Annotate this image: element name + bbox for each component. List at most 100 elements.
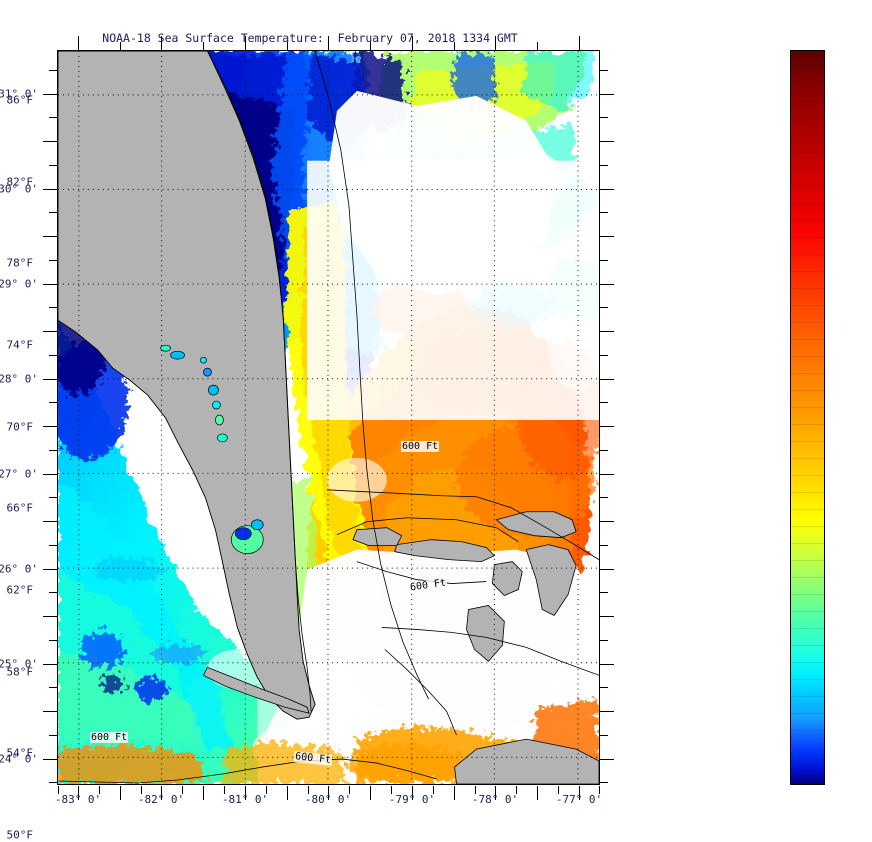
lon-label: -81° 0'	[221, 793, 269, 806]
longitude-axis: -83° 0' -82° 0' -81° 0' -80° 0' -79° 0' …	[54, 786, 603, 806]
lon-tick-major-top	[579, 36, 580, 50]
lon-tick-minor-top	[120, 42, 121, 50]
lat-tick-minor	[49, 687, 57, 688]
lat-tick-major-right	[600, 94, 614, 95]
lat-tick-minor-right	[600, 307, 608, 308]
lat-label: 27° 0'	[0, 467, 38, 481]
lon-tick-minor-top	[537, 42, 538, 50]
lon-tick-minor	[433, 786, 434, 794]
lon-tick-minor	[266, 786, 267, 794]
lat-tick-major	[43, 379, 57, 380]
lat-tick-half	[43, 236, 57, 237]
map-plot-area[interactable]: 600 Ft 600 Ft 600 Ft 600 Ft	[57, 50, 600, 785]
lon-tick-major-top	[412, 36, 413, 50]
lat-tick-minor-right	[600, 355, 608, 356]
lat-tick-minor	[49, 640, 57, 641]
lon-tick-major-top	[78, 36, 79, 50]
cb-label-f: 66°F	[6, 501, 34, 515]
lon-tick-minor	[58, 786, 59, 794]
lat-tick-minor	[49, 782, 57, 783]
lat-tick-major-right	[600, 474, 614, 475]
lat-tick-major-right	[600, 759, 614, 760]
lat-tick-major	[43, 569, 57, 570]
cb-label-f: 78°F	[6, 256, 34, 270]
lat-tick-minor-right	[600, 640, 608, 641]
lat-tick-half-right	[600, 141, 614, 142]
sst-map-page: NOAA-18 Sea Surface Temperature: Februar…	[0, 0, 825, 841]
lat-tick-major	[43, 474, 57, 475]
temperature-colorbar[interactable]: 86°F 82°F 78°F 74°F 70°F 66°F 62°F 58°F …	[7, 50, 825, 841]
lon-label: -83° 0'	[54, 793, 102, 806]
lon-tick-minor-top	[370, 42, 371, 50]
map-right-ticks	[600, 0, 622, 809]
lat-tick-minor	[49, 355, 57, 356]
lat-label: 28° 0'	[0, 372, 38, 386]
lon-tick-minor-top	[454, 42, 455, 50]
cb-label-f: 62°F	[6, 583, 34, 597]
lon-label: -79° 0'	[388, 793, 436, 806]
lat-tick-minor-right	[600, 212, 608, 213]
lat-tick-half	[43, 331, 57, 332]
lat-tick-minor-right	[600, 687, 608, 688]
lat-tick-minor	[49, 592, 57, 593]
lat-label: 24° 0'	[0, 752, 38, 766]
lat-tick-minor	[49, 450, 57, 451]
lon-tick-major-top	[245, 36, 246, 50]
lon-tick-half	[537, 786, 538, 800]
lat-tick-half	[43, 711, 57, 712]
lon-tick-half	[203, 786, 204, 800]
lat-tick-minor-right	[600, 782, 608, 783]
lat-tick-major	[43, 284, 57, 285]
lat-label: 25° 0'	[0, 657, 38, 671]
lat-tick-major-right	[600, 189, 614, 190]
lat-tick-minor-right	[600, 450, 608, 451]
title-line-1: NOAA-18 Sea Surface Temperature: Februar…	[102, 31, 518, 45]
lon-tick-minor	[475, 786, 476, 794]
lon-tick-half	[120, 786, 121, 800]
lon-tick-major	[412, 786, 413, 800]
lat-tick-major	[43, 664, 57, 665]
lat-tick-minor-right	[600, 592, 608, 593]
lon-tick-minor	[599, 786, 600, 794]
lat-tick-minor	[49, 545, 57, 546]
lat-tick-half	[43, 141, 57, 142]
cb-label-f: 70°F	[6, 420, 34, 434]
lon-tick-minor	[224, 786, 225, 794]
lat-tick-minor	[49, 165, 57, 166]
lat-tick-half-right	[600, 711, 614, 712]
lon-tick-major	[579, 786, 580, 800]
lat-tick-minor-right	[600, 735, 608, 736]
lat-tick-minor-right	[600, 497, 608, 498]
lat-label: 30° 0'	[0, 182, 38, 196]
lon-tick-major	[328, 786, 329, 800]
lat-tick-major-right	[600, 284, 614, 285]
lat-tick-major	[43, 759, 57, 760]
lat-tick-half	[43, 616, 57, 617]
lat-label: 29° 0'	[0, 277, 38, 291]
lon-tick-half	[454, 786, 455, 800]
lon-tick-minor	[99, 786, 100, 794]
cb-label-f: 86°F	[6, 93, 34, 107]
lat-tick-half-right	[600, 616, 614, 617]
lat-tick-minor-right	[600, 165, 608, 166]
lat-tick-minor	[49, 70, 57, 71]
cb-label-f: 74°F	[6, 338, 34, 352]
lat-tick-minor	[49, 307, 57, 308]
lat-tick-minor	[49, 402, 57, 403]
lon-tick-minor	[349, 786, 350, 794]
lon-tick-minor-top	[203, 42, 204, 50]
contour-label-600ft-1: 600 Ft	[401, 441, 440, 452]
lon-tick-minor	[391, 786, 392, 794]
lat-tick-minor	[49, 497, 57, 498]
lat-tick-minor-right	[600, 70, 608, 71]
lon-tick-major	[78, 786, 79, 800]
lat-tick-minor-right	[600, 545, 608, 546]
lat-tick-minor	[49, 117, 57, 118]
lat-tick-minor-right	[600, 117, 608, 118]
lat-tick-minor-right	[600, 260, 608, 261]
lat-tick-minor	[49, 260, 57, 261]
lon-tick-minor	[141, 786, 142, 794]
latitude-axis: 31° 0' 30° 0' 29° 0' 28° 0' 27° 0' 26° 0…	[0, 0, 57, 809]
lon-tick-major	[495, 786, 496, 800]
lon-label: -77° 0'	[555, 793, 603, 806]
